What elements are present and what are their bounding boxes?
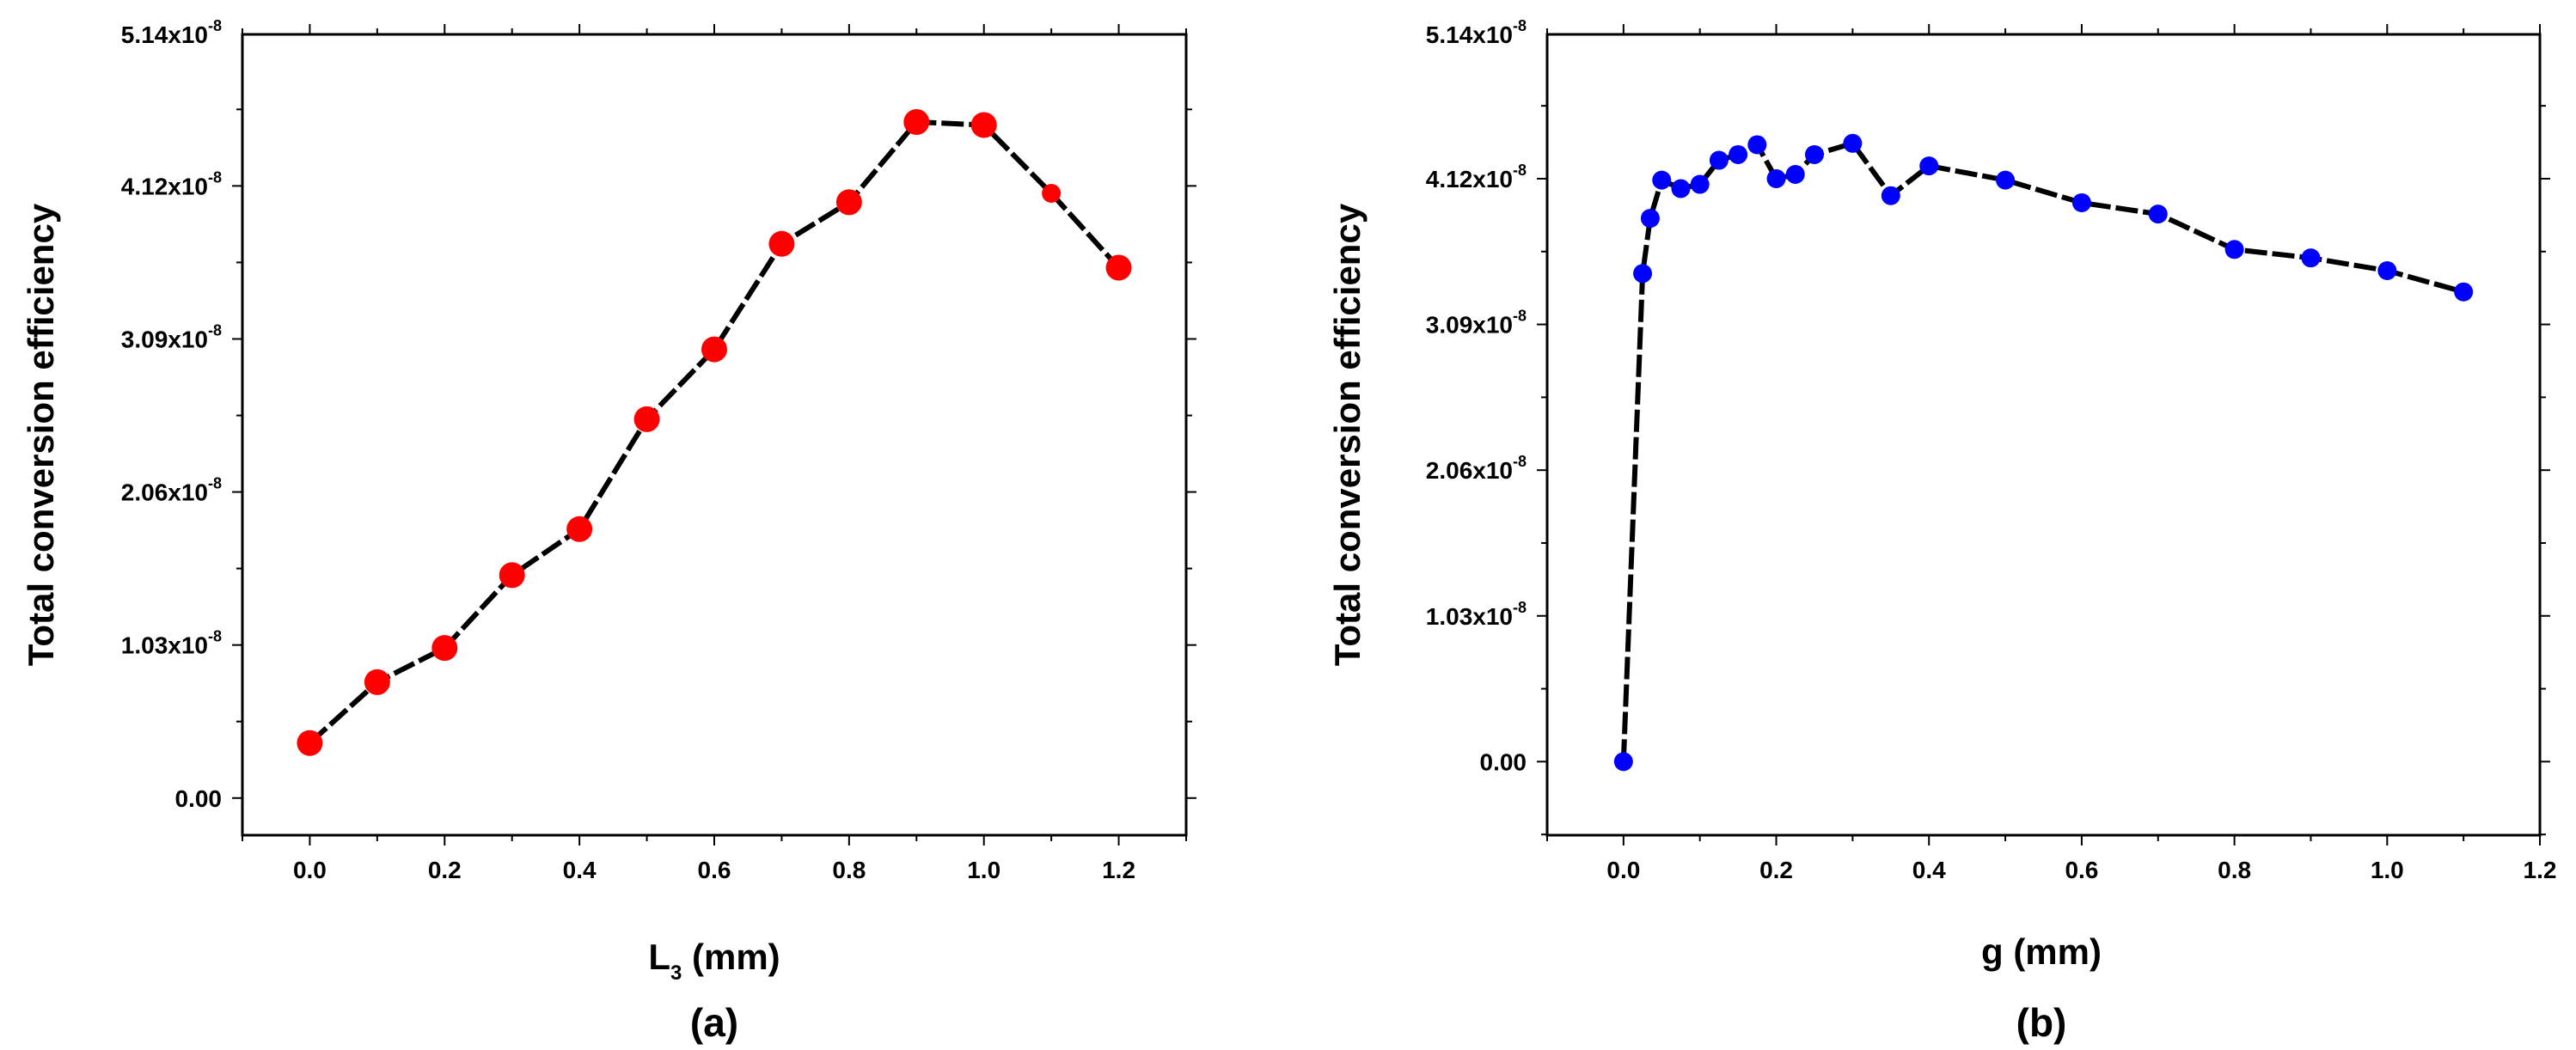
tick-labels: 0.0 0.2 0.4 0.6 0.8 1.0 1.2 0.00 1.03x10-8 2.06x1… [121,17,1135,883]
x-tick-label: 0.0 [293,857,327,883]
data-point [499,562,525,589]
y-tick-label: 1.03x10-8 [1426,599,1527,630]
data-point [1633,264,1653,284]
y-tick-label: 3.09x10-8 [1426,308,1527,339]
x-tick-label: 1.0 [2371,857,2404,883]
data-point [431,635,458,662]
panel-label-b: (b) [2016,1000,2067,1045]
data-point [2224,240,2244,259]
plot-frame [241,33,1188,837]
series-line [308,119,1121,746]
data-point [1804,144,1824,164]
x-tick-label: 0.2 [1759,857,1793,883]
x-axis-title-main: L [648,937,670,977]
data-point [768,230,795,257]
x-tick-label: 0.4 [1912,857,1946,883]
data-series [1613,133,2474,772]
x-axis-title-subscript: 3 [670,961,682,985]
y-tick-label: 5.14x10-8 [1426,17,1527,48]
plot-frame [1545,33,2542,837]
x-axis-title: g (mm) [1981,931,2102,972]
data-point [1996,170,2016,190]
data-point [1747,135,1767,155]
x-axis-title-unit: (mm) [682,937,780,977]
data-point [364,668,390,695]
y-tick-label: 0.00 [1480,748,1527,775]
data-point [2148,205,2168,224]
data-point [1785,165,1805,185]
data-point [1843,133,1863,153]
tick-marks [1537,24,2550,845]
data-point [633,406,660,432]
data-point [701,336,727,363]
y-tick-label: 2.06x10-8 [121,475,222,506]
data-point [1671,179,1691,198]
x-axis-title: L3 (mm) [648,937,780,985]
y-axis-title: Total conversion efficiency [1327,203,1368,666]
data-point [970,112,997,138]
data-point [1690,174,1710,194]
x-tick-label: 0.2 [428,857,462,883]
y-axis-title: Total conversion efficiency [21,203,61,666]
data-point [1729,144,1748,164]
data-point [1766,168,1786,188]
data-point [1105,254,1132,281]
series-line [1620,140,2465,762]
data-point [1709,150,1729,170]
panel-a-chart: 0.0 0.2 0.4 0.6 0.8 1.0 1.2 0.00 1.03x10-8 2.06x1… [21,17,1196,1045]
data-point [566,516,593,542]
y-tick-label: 5.14x10-8 [121,17,222,48]
x-tick-label: 0.0 [1606,857,1640,883]
x-tick-label: 0.6 [698,857,731,883]
data-point [835,189,862,216]
y-tick-label: 1.03x10-8 [121,628,222,659]
data-point [2071,192,2091,212]
data-point [297,730,323,756]
data-point [903,109,930,136]
x-tick-label: 0.8 [832,857,866,883]
panel-b-chart: 0.0 0.2 0.4 0.6 0.8 1.0 1.2 0.00 1.03x10-8 2.06x1… [1327,17,2556,1045]
data-point [1613,752,1633,772]
y-tick-label: 4.12x10-8 [1426,162,1527,192]
y-tick-label: 3.09x10-8 [121,321,222,352]
data-series [297,109,1132,756]
x-tick-label: 0.8 [2218,857,2251,883]
data-point [1919,156,1939,176]
tick-marks [232,24,1196,845]
y-tick-label: 4.12x10-8 [121,168,222,199]
data-point [1652,170,1672,190]
x-tick-label: 1.2 [2524,857,2557,883]
x-tick-label: 0.4 [563,857,597,883]
x-axis-title-main: g (mm) [1981,931,2102,972]
data-point [1881,186,1900,205]
tick-labels: 0.0 0.2 0.4 0.6 0.8 1.0 1.2 0.00 1.03x10-8 2.06x1… [1426,17,2557,883]
data-point [1640,209,1660,229]
data-point [1042,184,1062,204]
data-point [2454,282,2474,302]
data-point [2301,248,2321,268]
x-tick-label: 1.0 [967,857,1000,883]
y-tick-label: 0.00 [175,785,223,812]
x-tick-label: 0.6 [2065,857,2098,883]
panel-label-a: (a) [690,1000,738,1045]
data-point [2377,260,2397,280]
y-tick-label: 2.06x10-8 [1426,453,1527,484]
x-tick-label: 1.2 [1102,857,1135,883]
